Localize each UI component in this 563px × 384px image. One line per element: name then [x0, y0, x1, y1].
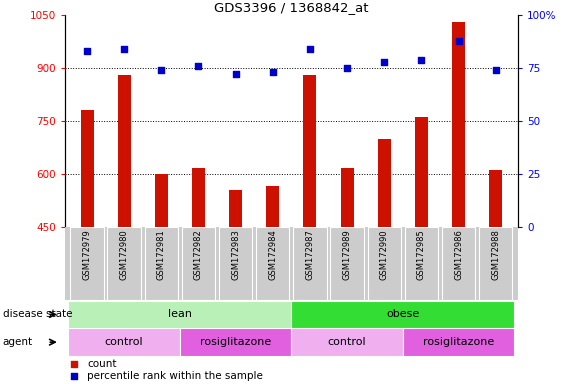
Bar — [69, 301, 292, 328]
Text: obese: obese — [386, 310, 419, 319]
Text: percentile rank within the sample: percentile rank within the sample — [87, 371, 263, 381]
Text: control: control — [105, 337, 144, 347]
Text: agent: agent — [3, 337, 33, 347]
Text: disease state: disease state — [3, 310, 72, 319]
Bar — [229, 190, 242, 227]
Bar — [192, 169, 205, 227]
Text: GSM172990: GSM172990 — [379, 230, 388, 280]
Point — [69, 361, 78, 367]
Text: GSM172982: GSM172982 — [194, 230, 203, 280]
Bar — [405, 227, 438, 300]
Text: lean: lean — [168, 310, 192, 319]
Point — [269, 70, 278, 76]
Bar — [415, 118, 428, 227]
Text: GSM172986: GSM172986 — [454, 230, 463, 280]
Bar — [108, 227, 141, 300]
Bar — [70, 227, 104, 300]
Text: rosiglitazone: rosiglitazone — [423, 337, 494, 347]
Bar — [118, 75, 131, 227]
Text: GSM172988: GSM172988 — [491, 230, 500, 280]
Bar — [292, 328, 403, 356]
Bar — [266, 186, 279, 227]
Text: GSM172983: GSM172983 — [231, 230, 240, 280]
Bar — [452, 22, 465, 227]
Point — [194, 63, 203, 69]
Bar — [293, 227, 327, 300]
Bar — [182, 227, 215, 300]
Point — [69, 373, 78, 379]
Point — [454, 38, 463, 44]
Text: control: control — [328, 337, 367, 347]
Bar — [292, 301, 514, 328]
Text: GSM172989: GSM172989 — [342, 230, 351, 280]
Bar — [81, 111, 93, 227]
Bar — [479, 227, 512, 300]
Point — [231, 71, 240, 78]
Bar — [180, 328, 292, 356]
Bar — [256, 227, 289, 300]
Bar — [403, 328, 514, 356]
Bar — [368, 227, 401, 300]
Point — [379, 59, 388, 65]
Bar — [219, 227, 252, 300]
Bar — [378, 139, 391, 227]
Text: GSM172987: GSM172987 — [305, 230, 314, 280]
Point — [305, 46, 314, 52]
Text: GSM172980: GSM172980 — [120, 230, 129, 280]
Point — [417, 56, 426, 63]
Text: rosiglitazone: rosiglitazone — [200, 337, 271, 347]
Bar — [330, 227, 364, 300]
Bar — [442, 227, 475, 300]
Text: GSM172979: GSM172979 — [83, 230, 92, 280]
Bar — [155, 174, 168, 227]
Bar — [489, 170, 502, 227]
Point — [491, 67, 500, 73]
Point — [83, 48, 92, 55]
Bar — [69, 328, 180, 356]
Title: GDS3396 / 1368842_at: GDS3396 / 1368842_at — [214, 1, 369, 14]
Bar — [145, 227, 178, 300]
Text: GSM172985: GSM172985 — [417, 230, 426, 280]
Point — [120, 46, 129, 52]
Point — [157, 67, 166, 73]
Bar — [303, 75, 316, 227]
Text: count: count — [87, 359, 117, 369]
Text: GSM172981: GSM172981 — [157, 230, 166, 280]
Text: GSM172984: GSM172984 — [269, 230, 278, 280]
Point — [342, 65, 351, 71]
Bar — [341, 169, 354, 227]
